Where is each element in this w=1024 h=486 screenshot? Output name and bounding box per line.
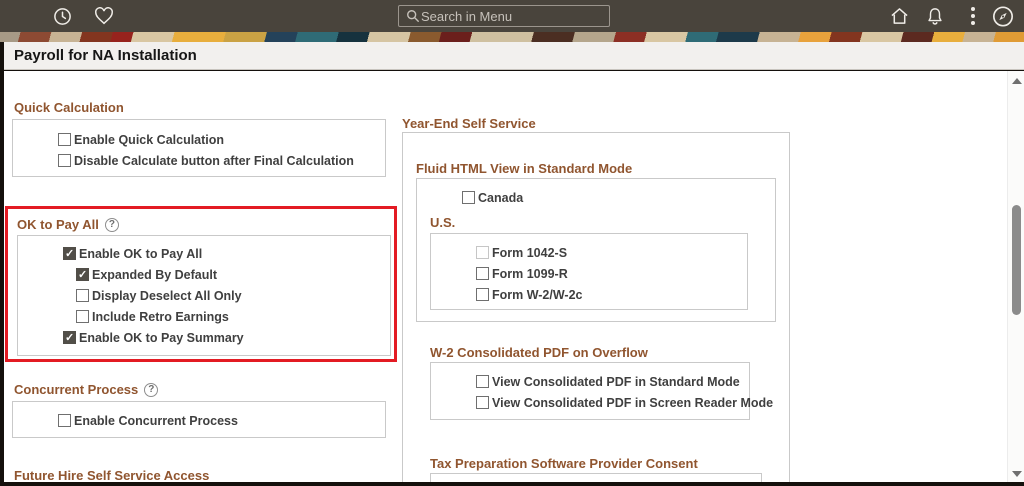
home-icon[interactable] xyxy=(888,5,910,27)
group-heading-quick-calculation: Quick Calculation xyxy=(14,100,124,115)
checkbox-row-form-1042-s[interactable]: Form 1042-S xyxy=(431,242,747,263)
checkbox[interactable] xyxy=(476,375,489,388)
search-icon xyxy=(405,8,421,24)
favorites-icon[interactable] xyxy=(93,5,115,27)
group-box-tax-preparation-consent xyxy=(430,473,762,482)
group-heading-year-end-self-service: Year-End Self Service xyxy=(402,116,536,131)
checkbox-row-expanded-by-default[interactable]: Expanded By Default xyxy=(18,264,390,285)
checkbox[interactable] xyxy=(76,310,89,323)
page-content: Quick Calculation Enable Quick Calculati… xyxy=(4,71,1024,482)
checkbox-label: Enable OK to Pay All xyxy=(79,246,203,261)
group-heading-fluid-html-view: Fluid HTML View in Standard Mode xyxy=(416,161,633,176)
checkbox-row-display-deselect-all-only[interactable]: Display Deselect All Only xyxy=(18,285,390,306)
checkbox[interactable] xyxy=(476,246,489,259)
checkbox-label: Form 1042-S xyxy=(492,245,568,260)
checkbox[interactable] xyxy=(476,288,489,301)
notifications-icon[interactable] xyxy=(924,5,946,27)
checkbox-row-enable-quick-calculation[interactable]: Enable Quick Calculation xyxy=(13,129,385,150)
vertical-scrollbar[interactable] xyxy=(1007,71,1024,482)
navbar-icon[interactable] xyxy=(992,5,1014,27)
checkbox-label: View Consolidated PDF in Standard Mode xyxy=(492,374,740,389)
checkbox[interactable] xyxy=(58,414,71,427)
checkbox-label: Enable Quick Calculation xyxy=(74,132,225,147)
checkbox[interactable] xyxy=(476,396,489,409)
checkbox[interactable] xyxy=(63,331,76,344)
checkbox-row-canada[interactable]: Canada xyxy=(417,187,775,208)
scroll-up-arrow-icon[interactable] xyxy=(1012,78,1022,84)
checkbox-label: Enable Concurrent Process xyxy=(74,413,238,428)
checkbox[interactable] xyxy=(58,133,71,146)
checkbox[interactable] xyxy=(63,247,76,260)
checkbox-row-form-1099-r[interactable]: Form 1099-R xyxy=(431,263,747,284)
group-heading-us: U.S. xyxy=(430,215,456,230)
checkbox-label: View Consolidated PDF in Screen Reader M… xyxy=(492,395,774,410)
group-heading-concurrent-process: Concurrent Process ? xyxy=(14,382,159,397)
scrollbar-thumb[interactable] xyxy=(1012,205,1021,315)
checkbox[interactable] xyxy=(462,191,475,204)
help-icon[interactable]: ? xyxy=(104,217,119,232)
checkbox-label: Form W-2/W-2c xyxy=(492,287,583,302)
group-box-concurrent-process: Enable Concurrent Process xyxy=(12,401,386,438)
checkbox-label: Expanded By Default xyxy=(92,267,218,282)
checkbox-label: Enable OK to Pay Summary xyxy=(79,330,244,345)
scroll-down-arrow-icon[interactable] xyxy=(1012,471,1022,477)
checkbox-row-include-retro-earnings[interactable]: Include Retro Earnings xyxy=(18,306,390,327)
checkbox-label: Form 1099-R xyxy=(492,266,568,281)
help-icon[interactable]: ? xyxy=(144,382,159,397)
checkbox-label: Canada xyxy=(478,190,524,205)
checkbox-row-form-w2-w2c[interactable]: Form W-2/W-2c xyxy=(431,284,747,305)
highlight-box-ok-to-pay-all: OK to Pay All ? Enable OK to Pay All Exp… xyxy=(5,206,397,362)
global-search[interactable] xyxy=(398,5,610,27)
group-box-ok-to-pay-all: Enable OK to Pay All Expanded By Default… xyxy=(17,235,391,356)
global-header xyxy=(0,0,1024,32)
checkbox-row-enable-concurrent-process[interactable]: Enable Concurrent Process xyxy=(13,410,385,431)
page-title: Payroll for NA Installation xyxy=(14,47,197,64)
page-title-bar: Payroll for NA Installation xyxy=(4,42,1024,70)
checkbox-label: Disable Calculate button after Final Cal… xyxy=(74,153,354,168)
checkbox-label: Display Deselect All Only xyxy=(92,288,242,303)
checkbox[interactable] xyxy=(76,289,89,302)
group-box-w2-consolidated-pdf: View Consolidated PDF in Standard Mode V… xyxy=(430,362,773,420)
checkbox-row-enable-ok-to-pay-summary[interactable]: Enable OK to Pay Summary xyxy=(18,327,390,348)
checkbox-row-enable-ok-to-pay-all[interactable]: Enable OK to Pay All xyxy=(18,243,390,264)
checkbox[interactable] xyxy=(476,267,489,280)
checkbox[interactable] xyxy=(58,154,71,167)
group-heading-future-hire-self-service-access: Future Hire Self Service Access xyxy=(14,468,210,482)
group-box-us: Form 1042-S Form 1099-R Form W-2/W-2c xyxy=(430,233,748,310)
search-input[interactable] xyxy=(421,8,603,24)
group-heading-ok-to-pay-all: OK to Pay All ? xyxy=(17,217,387,232)
group-box-quick-calculation: Enable Quick Calculation Disable Calcula… xyxy=(12,119,386,177)
checkbox-row-disable-calculate-button[interactable]: Disable Calculate button after Final Cal… xyxy=(13,150,385,171)
group-heading-tax-preparation-consent: Tax Preparation Software Provider Consen… xyxy=(430,456,698,471)
checkbox-label: Include Retro Earnings xyxy=(92,309,229,324)
actions-menu-icon[interactable] xyxy=(962,5,984,27)
recent-history-icon[interactable] xyxy=(51,5,73,27)
checkbox-row-view-pdf-standard-mode[interactable]: View Consolidated PDF in Standard Mode xyxy=(431,371,749,392)
theme-banner xyxy=(0,32,1024,42)
checkbox[interactable] xyxy=(76,268,89,281)
group-heading-w2-consolidated-pdf: W-2 Consolidated PDF on Overflow xyxy=(430,345,648,360)
checkbox-row-view-pdf-screen-reader-mode[interactable]: View Consolidated PDF in Screen Reader M… xyxy=(431,392,773,413)
